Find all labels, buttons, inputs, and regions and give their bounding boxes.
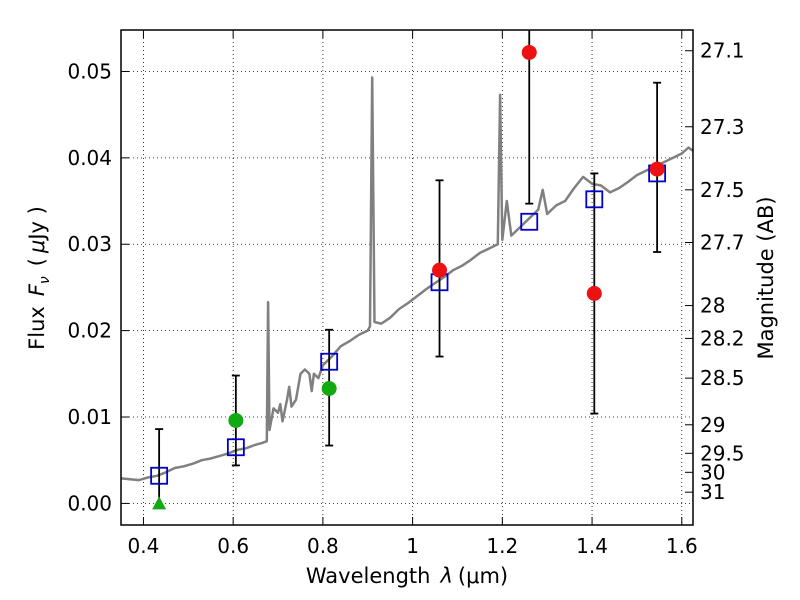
- y-tick-label: 0.00: [67, 491, 112, 515]
- y2-axis-label: Magnitude (AB): [754, 196, 778, 359]
- data-layer: [120, 30, 694, 510]
- mag-tick-label: 28: [700, 294, 725, 318]
- x-tick-label: 1.4: [576, 534, 608, 558]
- y-tick-label: 0.02: [67, 319, 112, 343]
- y-tick-label: 0.01: [67, 405, 112, 429]
- mag-tick-label: 30: [700, 460, 725, 484]
- green-detection-point: [228, 412, 244, 428]
- green-detection-point: [321, 381, 337, 397]
- y-tick-label: 0.04: [67, 146, 112, 170]
- x-tick-label: 0.8: [307, 534, 339, 558]
- model-photometry-square: [150, 466, 169, 485]
- x-axis-label: Wavelength λ (μm): [306, 564, 508, 588]
- model-photometry-square: [520, 212, 539, 231]
- y-axis-label: FluxFν(μJy ): [25, 206, 53, 350]
- model-photometry-square: [226, 438, 245, 457]
- model-photometry-square: [320, 352, 339, 371]
- x-tick-label: 0.6: [217, 534, 249, 558]
- mag-tick-label: 27.1: [700, 39, 745, 63]
- mag-tick-label: 28.2: [700, 326, 745, 350]
- red-detection-point: [521, 44, 537, 60]
- mag-tick-label: 29: [700, 413, 725, 437]
- tick-layer: 0.4 0.6 0.8 1 1.2 1.4 1.6 0.00 0.01 0.02 0.03 0.04 0…: [67, 30, 745, 558]
- mag-tick-label: 29.5: [700, 441, 745, 465]
- model-photometry-square: [585, 190, 604, 209]
- y-tick-label: 0.03: [67, 232, 112, 256]
- upper-limit-triangle: [152, 496, 167, 510]
- red-detection-point: [586, 285, 602, 301]
- y-tick-label: 0.05: [67, 59, 112, 83]
- red-detection-point: [649, 161, 665, 177]
- mag-tick-label: 27.7: [700, 231, 745, 255]
- x-tick-label: 1.6: [666, 534, 698, 558]
- grid-lines: [121, 30, 693, 525]
- mag-tick-label: 31: [700, 480, 725, 504]
- mag-tick-label: 27.3: [700, 115, 745, 139]
- red-detection-point: [432, 262, 448, 278]
- x-tick-label: 1: [406, 534, 419, 558]
- x-tick-label: 1.2: [486, 534, 518, 558]
- x-tick-label: 0.4: [128, 534, 160, 558]
- mag-tick-label: 28.5: [700, 366, 745, 390]
- spectrum-line: [120, 76, 694, 482]
- plot-frame: [120, 29, 694, 526]
- mag-tick-label: 27.5: [700, 178, 745, 202]
